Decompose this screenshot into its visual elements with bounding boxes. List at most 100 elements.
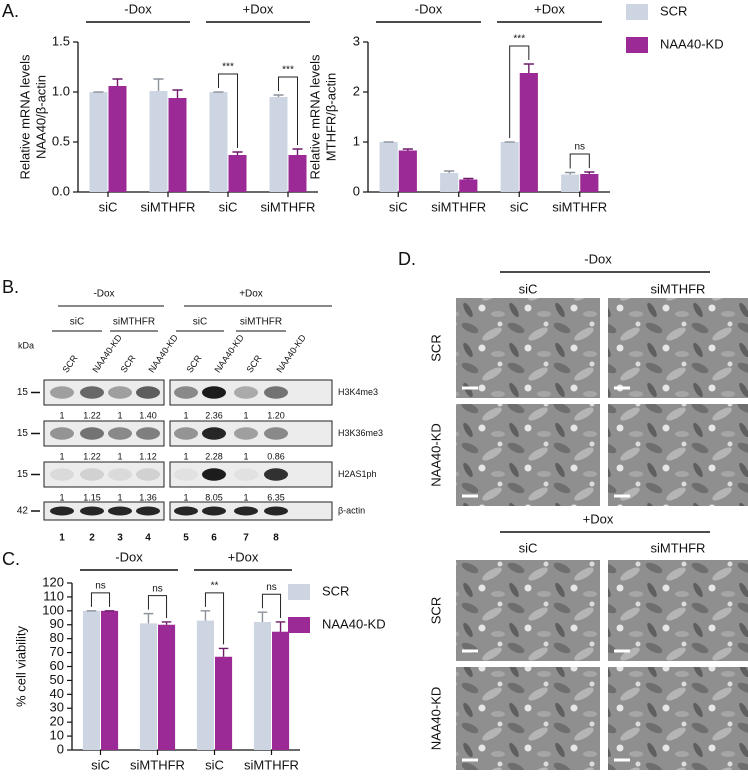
blot-band (234, 506, 258, 516)
micrograph (456, 298, 600, 398)
marker-label: 15 (17, 428, 29, 439)
blot-band (80, 506, 104, 516)
bar (215, 656, 233, 750)
y-tick-label: 30 (50, 700, 64, 715)
bar (561, 174, 580, 192)
error-bar (218, 647, 229, 657)
y-axis-title: Relative mRNA levels (307, 54, 322, 179)
row-label: NAA40-KD (428, 423, 443, 487)
error-bar (463, 177, 474, 180)
quantification: 2.28 (205, 451, 223, 461)
y-tick-label: 1 (353, 133, 360, 148)
y-axis-title: % cell viability (13, 626, 28, 707)
legend-swatch (626, 4, 648, 20)
blot-band (80, 468, 104, 481)
x-tick-label: siMTHFR (244, 757, 299, 772)
y-tick-label: 70 (50, 644, 64, 659)
quantification: 1 (243, 492, 248, 502)
blot-band (234, 386, 258, 399)
bar (101, 610, 119, 750)
blot-band (174, 506, 198, 516)
significance-bracket (278, 76, 298, 145)
row-label: NAA40-KD (428, 687, 443, 751)
group-label: -Dox (115, 549, 143, 564)
y-tick-label: 50 (50, 672, 64, 687)
significance-label: ns (574, 142, 585, 153)
quantification: 1 (117, 492, 122, 502)
group-label: +Dox (243, 1, 274, 16)
legend-label: NAA40-KD (660, 36, 724, 51)
blot-band (264, 506, 288, 516)
sirna-label: siMTHFR (651, 540, 706, 555)
quantification: 1 (59, 451, 64, 461)
lane-label: NAA40-KD (146, 332, 180, 374)
bar (108, 86, 127, 192)
significance-label: *** (282, 65, 294, 76)
bar (379, 142, 398, 192)
bar (272, 631, 290, 750)
marker-label: 42 (17, 506, 29, 517)
y-tick-label: 110 (43, 588, 64, 603)
y-axis-title: NAA40/β-actin (33, 75, 48, 159)
bar (196, 620, 214, 750)
lane-number: 2 (89, 533, 95, 544)
error-bar (257, 611, 268, 622)
panel-label: B. (2, 277, 19, 297)
blot-band (264, 386, 288, 399)
sirna-label: siC (193, 317, 207, 328)
y-tick-label: 1.0 (52, 83, 70, 98)
protein-label: H2AS1ph (338, 469, 377, 479)
lane-number: 6 (211, 533, 217, 544)
bar (398, 150, 417, 192)
significance-label: *** (222, 62, 234, 73)
quantification: 2.36 (205, 410, 223, 420)
blot-band (202, 468, 226, 481)
quantification: 1 (59, 492, 64, 502)
group-label: -Dox (124, 1, 152, 16)
quantification: 1 (183, 410, 188, 420)
lane-number: 7 (243, 533, 249, 544)
blot-band (202, 506, 226, 516)
bar (209, 92, 228, 192)
error-bar (565, 171, 576, 175)
significance-bracket (569, 153, 590, 169)
lane-number: 8 (273, 533, 279, 544)
bar (168, 98, 187, 192)
lane-label: NAA40-KD (212, 332, 246, 374)
quantification: 1 (183, 492, 188, 502)
legend-swatch (288, 584, 310, 600)
bar (459, 179, 478, 192)
blot-band (202, 427, 226, 440)
blot-band (136, 506, 160, 516)
x-tick-label: siC (99, 199, 118, 214)
x-tick-label: siC (205, 757, 224, 772)
error-bar (153, 78, 164, 91)
quantification: 1.12 (139, 451, 157, 461)
significance-label: ns (95, 580, 106, 591)
protein-label: β-actin (338, 505, 365, 515)
legend-label: NAA40-KD (322, 616, 386, 631)
group-label: +Dox (228, 549, 259, 564)
y-tick-label: 0 (353, 183, 360, 198)
significance-label: *** (513, 34, 525, 45)
bar (269, 97, 288, 192)
y-tick-label: 100 (42, 602, 64, 617)
error-bar (584, 171, 595, 174)
bar (89, 92, 108, 192)
bar (500, 142, 519, 192)
y-tick-label: 60 (50, 658, 64, 673)
error-bar (200, 610, 211, 621)
significance-bracket (218, 73, 238, 148)
y-tick-label: 20 (50, 714, 64, 729)
marker-label: 15 (17, 387, 29, 398)
blot-strip (169, 461, 333, 488)
x-tick-label: siMTHFR (431, 199, 486, 214)
blot-band (108, 506, 132, 516)
sirna-label: siC (70, 317, 84, 328)
bar (440, 173, 459, 192)
quantification: 1 (183, 451, 188, 461)
sirna-label: siMTHFR (240, 317, 282, 328)
bar (149, 91, 168, 192)
x-tick-label: siC (389, 199, 408, 214)
quantification: 0.86 (267, 451, 285, 461)
